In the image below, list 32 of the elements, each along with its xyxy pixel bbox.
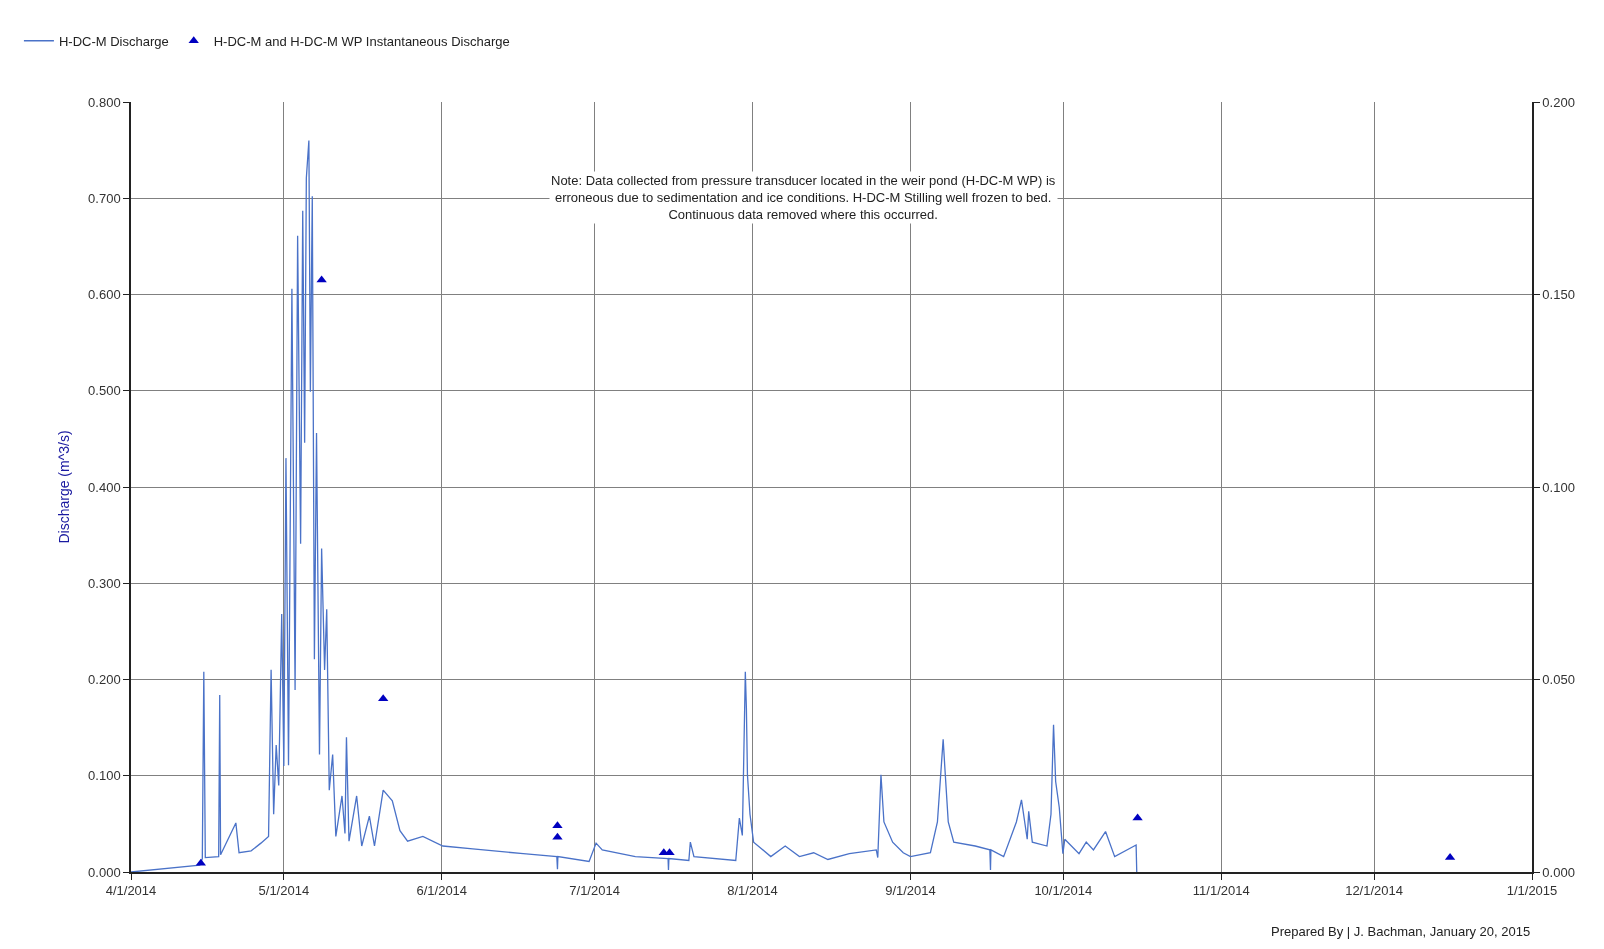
x-tick-label: 1/1/2015 bbox=[1506, 883, 1558, 899]
y-tick-label: 0.600 bbox=[88, 287, 121, 303]
y-tick-label: 0.200 bbox=[88, 672, 121, 688]
line-series bbox=[131, 139, 1138, 872]
legend-label: H-DC-M Discharge bbox=[58, 33, 169, 49]
point bbox=[552, 821, 563, 829]
y-tick-label: 0.800 bbox=[88, 94, 121, 110]
x-tick-label: 9/1/2014 bbox=[885, 883, 936, 899]
y2-tick-label: 0.050 bbox=[1542, 672, 1575, 688]
y2-tick-label: 0.100 bbox=[1542, 479, 1575, 495]
x-tick-label: 7/1/2014 bbox=[569, 883, 620, 899]
y-tick-label: 0.100 bbox=[88, 768, 121, 784]
x-tick-label: 4/1/2014 bbox=[105, 883, 157, 899]
x-tick-label: 8/1/2014 bbox=[727, 883, 778, 899]
y2-tick-label: 0.000 bbox=[1542, 864, 1575, 880]
y-tick-label: 0.400 bbox=[88, 479, 121, 495]
x-tick-label: 5/1/2014 bbox=[258, 883, 310, 899]
legend-label: H-DC-M and H-DC-M WP Instantaneous Discharge bbox=[213, 33, 510, 49]
y-axis-title: Discharge (m^3/s) bbox=[56, 430, 73, 544]
y2-tick-label: 0.150 bbox=[1542, 287, 1575, 303]
y2-tick-label: 0.200 bbox=[1542, 94, 1575, 110]
point bbox=[552, 832, 563, 840]
x-tick-label: 6/1/2014 bbox=[416, 883, 468, 899]
x-tick-label: 11/1/2014 bbox=[1192, 883, 1250, 899]
y-tick-label: 0.300 bbox=[88, 575, 121, 591]
annotation: Note: Data collected from pressure transducer located in the weir pond (H-DC-M WP) is erroneous due to sedimentation and ice conditions. H-DC-M Stilling well frozen to bed. Continuous data removed where this occurred. bbox=[551, 173, 1056, 222]
y-tick-label: 0.000 bbox=[88, 864, 121, 880]
x-tick-label: 12/1/2014 bbox=[1345, 883, 1403, 899]
y-tick-label: 0.500 bbox=[88, 383, 121, 399]
x-tick-label: 10/1/2014 bbox=[1034, 883, 1093, 899]
y-tick-label: 0.700 bbox=[88, 190, 121, 206]
text: Prepared By | J. Bachman, January 20, 2015 bbox=[1271, 924, 1531, 939]
